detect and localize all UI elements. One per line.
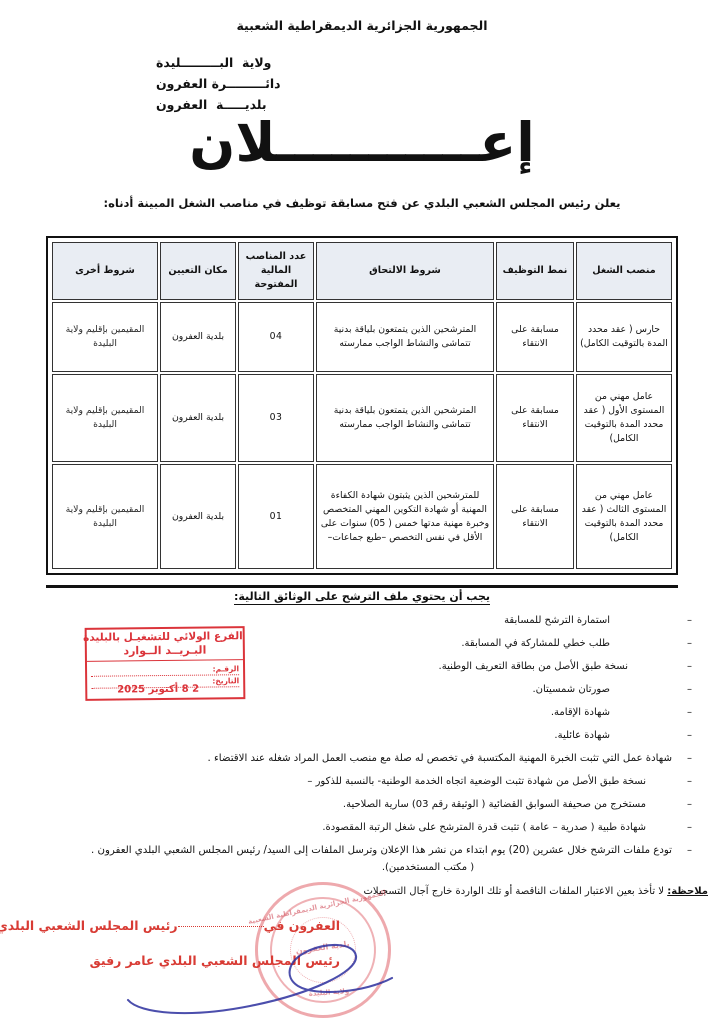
- page-title: إعـــــــــــلان: [189, 111, 536, 174]
- incoming-mail-stamp: الفرع الولائي للتشغيـل بالبليدة البـريــ…: [83, 626, 246, 701]
- th-count: عدد المناصب المالية المفتوحة: [238, 242, 314, 300]
- documents-list: استمارة الترشح للمسابقة طلب خطي للمشاركة…: [18, 614, 706, 867]
- cell-mode: مسابقة على الانتقاء: [496, 302, 574, 372]
- mail-stamp-line2: البـريــد الــوارد: [86, 643, 243, 662]
- cell-cond: المترشحين الذين يتمتعون بلياقة بدنية تتم…: [316, 302, 494, 372]
- jobs-table-body: حارس ( عقد محدد المدة بالتوقيت الكامل) م…: [52, 302, 672, 569]
- cell-post: عامل مهني من المستوى الثالث ( عقد محدد ا…: [576, 464, 672, 569]
- jobs-table-container: منصب الشغل نمط التوظيف شروط الالتحاق عدد…: [46, 236, 678, 575]
- signature-place-prefix: العفرون في: [263, 918, 341, 933]
- cell-count: 01: [238, 464, 314, 569]
- list-item: نسخة طبق الأصل من بطاقة التعريف الوطنية.: [18, 660, 706, 683]
- cell-other: المقيمين بإقليم ولاية البليدة: [52, 374, 158, 462]
- list-item: طلب خطي للمشاركة في المسابقة.: [18, 637, 706, 660]
- cell-count: 04: [238, 302, 314, 372]
- intro-paragraph: يعلن رئيس المجلس الشعبي البلدي عن فتح مس…: [103, 196, 621, 210]
- table-bottom-rule: [46, 585, 678, 588]
- org-line-baladia: بلديـــــة العفرون: [156, 97, 267, 112]
- th-cond: شروط الالتحاق: [316, 242, 494, 300]
- th-other: شروط أخرى: [52, 242, 158, 300]
- table-header-row: منصب الشغل نمط التوظيف شروط الالتحاق عدد…: [52, 242, 672, 300]
- list-item: نسخة طبق الأصل من شهادة تثبت الوضعية اتج…: [18, 775, 706, 798]
- org-line-daira: دائـــــــــرة العفرون: [156, 76, 281, 91]
- cell-post: عامل مهني من المستوى الأول ( عقد محدد ال…: [576, 374, 672, 462]
- bottom-note-text: لا تأخذ بعين الاعتبار الملفات الناقصة أو…: [363, 886, 665, 897]
- republic-heading: الجمهورية الجزائرية الديمقراطية الشعبية: [236, 18, 488, 33]
- cell-other: المقيمين بإقليم ولاية البليدة: [52, 302, 158, 372]
- cell-place: بلدية العفرون: [160, 302, 236, 372]
- signature-title: رئيس المجلس الشعبي البلدي: [0, 918, 178, 933]
- list-item: صورتان شمسيتان.: [18, 683, 706, 706]
- cell-place: بلدية العفرون: [160, 374, 236, 462]
- mail-stamp-date: 2 8 أكتوبر 2025: [117, 683, 200, 696]
- list-item: شهادة طبية ( صدرية – عامة ) تثبت قدرة ال…: [18, 821, 706, 844]
- jobs-table-head: منصب الشغل نمط التوظيف شروط الالتحاق عدد…: [52, 242, 672, 300]
- cell-mode: مسابقة على الانتقاء: [496, 374, 574, 462]
- org-line-wilaya: ولاية البـــــــــليدة: [156, 55, 272, 70]
- round-stamp-bottom-text: ولاية البليدة: [308, 987, 350, 998]
- documents-section-title: يجب أن يحتوي ملف الترشح على الوثائق التا…: [46, 590, 678, 605]
- list-item: شهادة عائلية.: [18, 729, 706, 752]
- jobs-table: منصب الشغل نمط التوظيف شروط الالتحاق عدد…: [50, 240, 674, 571]
- table-row: عامل مهني من المستوى الثالث ( عقد محدد ا…: [52, 464, 672, 569]
- signature-block: العفرون في رئيس المجلس الشعبي البلدي رئيس…: [0, 918, 341, 968]
- cell-other: المقيمين بإقليم ولاية البليدة: [52, 464, 158, 569]
- table-row: عامل مهني من المستوى الأول ( عقد محدد ال…: [52, 374, 672, 462]
- signature-name-line: رئيس المجلس الشعبي البلدي عامر رفيق: [89, 953, 341, 968]
- cell-mode: مسابقة على الانتقاء: [496, 464, 574, 569]
- th-post: منصب الشغل: [576, 242, 672, 300]
- signature-dots: [177, 926, 264, 927]
- list-item: شهادة الإقامة.: [18, 706, 706, 729]
- documents-section-title-text: يجب أن يحتوي ملف الترشح على الوثائق التا…: [233, 590, 491, 605]
- cell-cond: للمترشحين الذين يثبتون شهادة الكفاءة الم…: [316, 464, 494, 569]
- cell-cond: المترشحين الذين يتمتعون بلياقة بدنية تتم…: [316, 374, 494, 462]
- list-item: استمارة الترشح للمسابقة: [18, 614, 706, 637]
- signature-place-line: العفرون في رئيس المجلس الشعبي البلدي: [0, 918, 341, 933]
- cell-place: بلدية العفرون: [160, 464, 236, 569]
- th-place: مكان التعيين: [160, 242, 236, 300]
- cell-count: 03: [238, 374, 314, 462]
- bottom-note: ملاحظة: لا تأخذ بعين الاعتبار الملفات ال…: [18, 886, 708, 897]
- bottom-note-label: ملاحظة:: [667, 886, 708, 897]
- organization-block: ولاية البـــــــــليدة دائـــــــــرة ال…: [156, 52, 576, 115]
- cell-post: حارس ( عقد محدد المدة بالتوقيت الكامل): [576, 302, 672, 372]
- list-item: شهادة عمل التي تثبت الخبرة المهنية المكت…: [18, 752, 706, 775]
- list-item: تودع ملفات الترشح خلال عشرين (20) يوم اب…: [18, 844, 706, 867]
- mail-stamp-line1: الفرع الولائي للتشغيـل بالبليدة: [83, 630, 243, 644]
- th-mode: نمط التوظيف: [496, 242, 574, 300]
- employees-office-note: ( مكتب المستخدمين).: [381, 862, 475, 873]
- table-row: حارس ( عقد محدد المدة بالتوقيت الكامل) م…: [52, 302, 672, 372]
- list-item: مستخرج من صحيفة السوابق القضائية ( الوثي…: [18, 798, 706, 821]
